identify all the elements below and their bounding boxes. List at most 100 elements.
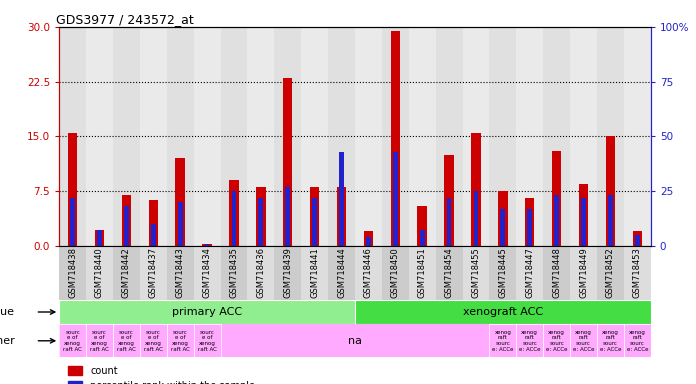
Bar bbox=[570, 246, 597, 300]
Text: sourc
e of
xenog
raft AC: sourc e of xenog raft AC bbox=[63, 329, 82, 352]
Text: GSM718441: GSM718441 bbox=[310, 247, 319, 298]
Bar bbox=[420, 230, 425, 246]
Bar bbox=[528, 209, 532, 246]
Text: GSM718448: GSM718448 bbox=[552, 247, 561, 298]
Bar bbox=[113, 246, 140, 300]
Bar bbox=[140, 324, 167, 357]
Bar bbox=[543, 246, 570, 300]
Bar bbox=[409, 27, 436, 246]
Bar bbox=[436, 27, 463, 246]
Bar bbox=[140, 27, 167, 246]
Text: tissue: tissue bbox=[0, 307, 15, 317]
Bar bbox=[516, 246, 543, 300]
Bar bbox=[313, 198, 317, 246]
Bar bbox=[274, 27, 301, 246]
Text: na: na bbox=[348, 336, 362, 346]
Bar bbox=[463, 246, 489, 300]
Bar bbox=[498, 191, 507, 246]
Bar bbox=[473, 191, 478, 246]
Text: sourc
e of
xenog
raft AC: sourc e of xenog raft AC bbox=[90, 329, 109, 352]
Bar bbox=[339, 152, 344, 246]
Bar bbox=[247, 246, 274, 300]
Bar bbox=[310, 187, 319, 246]
Bar bbox=[283, 78, 292, 246]
Bar bbox=[525, 199, 535, 246]
Bar bbox=[418, 206, 427, 246]
Bar bbox=[444, 155, 454, 246]
Text: xenog
raft
sourc
e: ACCe: xenog raft sourc e: ACCe bbox=[573, 329, 594, 352]
Text: sourc
e of
xenog
raft AC: sourc e of xenog raft AC bbox=[198, 329, 216, 352]
Bar bbox=[516, 27, 543, 246]
Bar bbox=[59, 300, 355, 324]
Text: GSM718444: GSM718444 bbox=[337, 247, 346, 298]
Bar bbox=[543, 324, 570, 357]
Bar bbox=[382, 27, 409, 246]
Bar bbox=[489, 27, 516, 246]
Text: GSM718435: GSM718435 bbox=[230, 247, 239, 298]
Bar bbox=[122, 195, 131, 246]
Text: xenograft ACC: xenograft ACC bbox=[463, 307, 543, 317]
Bar bbox=[597, 324, 624, 357]
Bar bbox=[608, 195, 613, 246]
Text: primary ACC: primary ACC bbox=[172, 307, 242, 317]
Bar bbox=[393, 152, 397, 246]
Bar bbox=[409, 246, 436, 300]
Text: GSM718445: GSM718445 bbox=[498, 247, 507, 298]
Bar bbox=[366, 237, 371, 246]
Bar bbox=[633, 231, 642, 246]
Bar bbox=[86, 27, 113, 246]
Bar bbox=[68, 133, 77, 246]
Bar bbox=[606, 136, 615, 246]
Bar bbox=[624, 246, 651, 300]
Bar bbox=[301, 27, 328, 246]
Text: sourc
e of
xenog
raft AC: sourc e of xenog raft AC bbox=[117, 329, 136, 352]
Bar bbox=[97, 230, 102, 246]
Bar bbox=[436, 246, 463, 300]
Bar bbox=[355, 300, 651, 324]
Text: xenog
raft
sourc
e: ACCe: xenog raft sourc e: ACCe bbox=[519, 329, 541, 352]
Bar bbox=[232, 191, 237, 246]
Bar bbox=[221, 246, 247, 300]
Bar bbox=[221, 27, 247, 246]
Bar bbox=[59, 324, 86, 357]
Bar bbox=[258, 198, 263, 246]
Bar bbox=[489, 324, 516, 357]
Bar bbox=[552, 151, 562, 246]
Bar bbox=[390, 31, 400, 246]
Bar bbox=[328, 27, 355, 246]
Text: xenog
raft
sourc
e: ACCe: xenog raft sourc e: ACCe bbox=[600, 329, 621, 352]
Bar bbox=[301, 246, 328, 300]
Text: xenog
raft
sourc
e: ACCe: xenog raft sourc e: ACCe bbox=[546, 329, 567, 352]
Bar bbox=[500, 209, 505, 246]
Bar bbox=[597, 27, 624, 246]
Bar bbox=[471, 133, 481, 246]
Bar bbox=[167, 324, 193, 357]
Bar bbox=[59, 246, 86, 300]
Text: GSM718455: GSM718455 bbox=[471, 247, 480, 298]
Text: GSM718446: GSM718446 bbox=[364, 247, 373, 298]
Bar bbox=[597, 246, 624, 300]
Bar bbox=[59, 27, 86, 246]
Text: GSM718454: GSM718454 bbox=[445, 247, 454, 298]
Bar bbox=[203, 243, 212, 246]
Legend: count, percentile rank within the sample: count, percentile rank within the sample bbox=[64, 362, 259, 384]
Bar bbox=[581, 198, 586, 246]
Text: sourc
e of
xenog
raft AC: sourc e of xenog raft AC bbox=[144, 329, 163, 352]
Bar bbox=[624, 324, 651, 357]
Text: xenog
raft
sourc
e: ACCe: xenog raft sourc e: ACCe bbox=[626, 329, 648, 352]
Bar bbox=[364, 231, 373, 246]
Bar bbox=[285, 187, 290, 246]
Text: GSM718436: GSM718436 bbox=[256, 247, 265, 298]
Bar bbox=[624, 27, 651, 246]
Bar bbox=[177, 202, 182, 246]
Text: GSM718452: GSM718452 bbox=[606, 247, 615, 298]
Bar bbox=[543, 27, 570, 246]
Text: GSM718453: GSM718453 bbox=[633, 247, 642, 298]
Text: GSM718443: GSM718443 bbox=[175, 247, 184, 298]
Text: other: other bbox=[0, 336, 15, 346]
Text: xenog
raft
sourc
e: ACCe: xenog raft sourc e: ACCe bbox=[492, 329, 514, 352]
Bar bbox=[86, 324, 113, 357]
Text: GSM718450: GSM718450 bbox=[390, 247, 400, 298]
Bar bbox=[516, 324, 543, 357]
Text: GDS3977 / 243572_at: GDS3977 / 243572_at bbox=[56, 13, 194, 26]
